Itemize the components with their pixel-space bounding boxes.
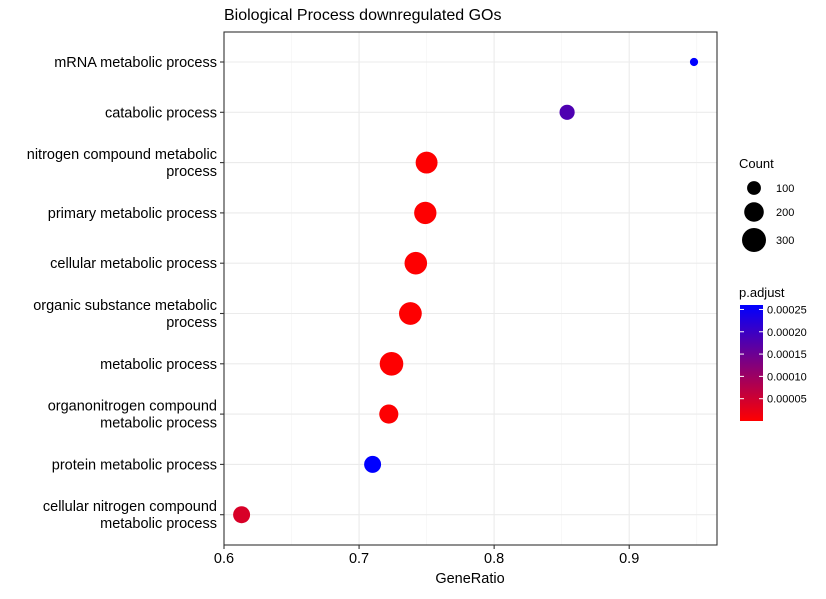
data-points [233, 57, 699, 524]
chart-title: Biological Process downregulated GOs [224, 7, 501, 24]
y-tick-label-line: metabolic process [100, 357, 217, 373]
colorbar-tick-label: 0.00025 [767, 304, 807, 316]
x-axis: 0.6 0.7 0.8 0.9 [214, 545, 639, 567]
y-tick-label: cellular nitrogen compound metabolic proc… [43, 499, 217, 532]
y-tick-label-line: mRNA metabolic process [54, 55, 217, 71]
colorbar-tick-label: 0.00010 [767, 371, 807, 383]
p-adjust-legend-title: p.adjust [739, 285, 785, 300]
y-tick-label-line: nitrogen compound metabolic [27, 147, 217, 163]
count-legend-label: 300 [776, 235, 794, 247]
y-tick-label: organic substance metabolic process [33, 298, 217, 331]
x-tick-label: 0.7 [349, 551, 369, 567]
count-legend-key [742, 228, 766, 252]
x-tick-label: 0.6 [214, 551, 234, 567]
grid-lines [223, 32, 717, 545]
y-tick-label: protein metabolic process [52, 457, 217, 473]
y-tick-label-line: metabolic process [100, 416, 217, 432]
y-tick-label-line: process [166, 315, 217, 331]
x-axis-title: GeneRatio [435, 571, 504, 587]
y-tick-label-line: cellular nitrogen compound [43, 499, 217, 515]
colorbar-tick-label: 0.00020 [767, 327, 807, 339]
count-legend-label: 200 [776, 207, 794, 219]
count-legend-label: 100 [776, 183, 794, 195]
y-tick-label-line: metabolic process [100, 516, 217, 532]
y-tick-label: organonitrogen compound metabolic process [48, 399, 217, 432]
data-point [689, 57, 699, 67]
y-tick-label-line: catabolic process [105, 105, 217, 121]
y-tick-label: mRNA metabolic process [54, 55, 217, 71]
y-tick-label-line: organic substance metabolic [33, 298, 217, 314]
y-tick-label: catabolic process [105, 105, 217, 121]
data-point [233, 506, 251, 524]
y-tick-label-line: cellular metabolic process [50, 256, 217, 272]
data-point [379, 404, 399, 424]
y-tick-label-line: protein metabolic process [52, 457, 217, 473]
y-tick-label-line: process [166, 164, 217, 180]
y-axis: mRNA metabolic process catabolic process n… [27, 55, 224, 532]
plot-panel-border [223, 31, 718, 546]
data-point [364, 455, 382, 473]
colorbar-tick-label: 0.00015 [767, 349, 807, 361]
x-tick-label: 0.8 [484, 551, 504, 567]
data-point [379, 352, 404, 376]
data-point [399, 302, 422, 325]
p-adjust-colorbar [740, 305, 763, 421]
colorbar-tick-label: 0.00005 [767, 394, 807, 406]
data-point [404, 251, 428, 275]
y-tick-label: nitrogen compound metabolic process [27, 147, 217, 180]
y-tick-label-line: organonitrogen compound [48, 399, 217, 415]
y-tick-label: primary metabolic process [48, 206, 217, 222]
y-tick-label-line: primary metabolic process [48, 206, 217, 222]
x-tick-label: 0.9 [619, 551, 639, 567]
data-point [415, 151, 438, 174]
count-legend-title: Count [739, 156, 774, 171]
p-adjust-color-legend: p.adjust 0.00025 0.00020 0.00015 0.00010 0.0… [739, 285, 807, 421]
data-point [559, 104, 575, 120]
y-tick-label: cellular metabolic process [50, 256, 217, 272]
count-legend-key [744, 202, 764, 222]
count-legend-key [747, 181, 761, 195]
count-size-legend: Count 100 200 300 [739, 156, 794, 252]
y-tick-label: metabolic process [100, 357, 217, 373]
data-point [414, 201, 437, 225]
